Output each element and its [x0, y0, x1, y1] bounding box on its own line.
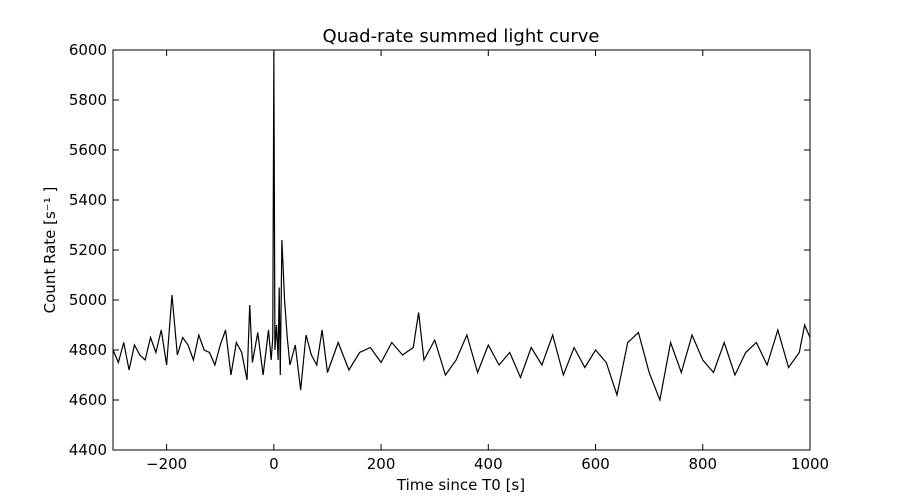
y-tick-label: 4600 — [69, 391, 107, 409]
plot-frame — [112, 49, 811, 451]
chart-title: Quad-rate summed light curve — [323, 26, 600, 47]
x-tick-label: 1000 — [791, 455, 829, 473]
x-tick-label: −200 — [146, 455, 187, 473]
y-tick-label: 4800 — [69, 341, 107, 359]
x-axis-label: Time since T0 [s] — [396, 476, 525, 494]
y-tick-label: 4400 — [69, 441, 107, 459]
y-tick-label: 6000 — [69, 41, 107, 59]
x-tick-label: 400 — [474, 455, 503, 473]
y-tick-label: 5800 — [69, 91, 107, 109]
x-tick-label: 600 — [581, 455, 610, 473]
y-tick-label: 5200 — [69, 241, 107, 259]
plot-area: −200 0 200 400 600 800 1000 4400 4600 4800 5000 520… — [69, 41, 829, 473]
y-tick-label: 5600 — [69, 141, 107, 159]
x-tick-label: 200 — [367, 455, 396, 473]
y-axis-label: Count Rate [s⁻¹ ] — [41, 187, 59, 314]
series-line — [112, 52, 811, 403]
x-tick-label: 0 — [269, 455, 279, 473]
x-tick-label: 800 — [688, 455, 717, 473]
y-tick-label: 5400 — [69, 191, 107, 209]
y-tick-label: 5000 — [69, 291, 107, 309]
